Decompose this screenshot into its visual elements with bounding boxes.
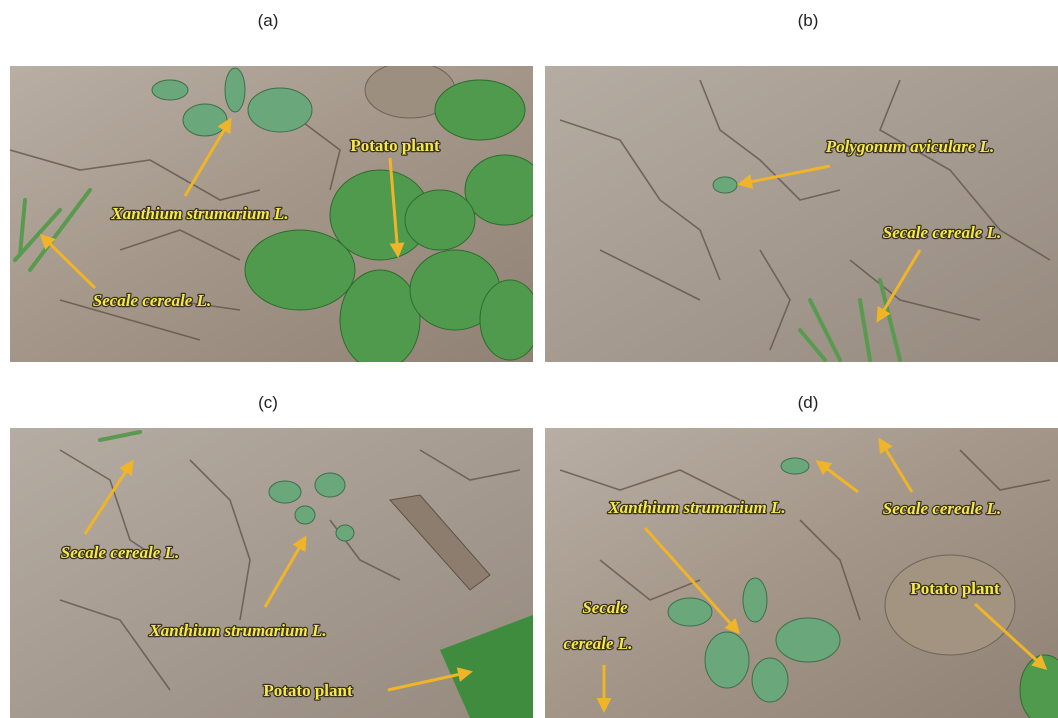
panel-label: (a) (258, 11, 279, 30)
annotation: Xanthium strumarium L. (607, 498, 785, 517)
panel-label: (c) (258, 393, 278, 412)
annotation: Xanthium strumarium L. (148, 621, 326, 640)
figure: (a) (b) (c) (d) (0, 0, 1058, 718)
annotation: Polygonum aviculare L. (825, 137, 995, 156)
annotation: Secale cereale L. (61, 543, 179, 562)
annotation: Secale (582, 598, 628, 617)
annotation: Potato plant (350, 136, 440, 155)
panel-label: (b) (798, 11, 819, 30)
annotation: Xanthium strumarium L. (110, 204, 288, 223)
annotation: Secale cereale L. (883, 223, 1001, 242)
annotation: cereale L. (564, 634, 633, 653)
annotation: Secale cereale L. (883, 499, 1001, 518)
photo (545, 66, 1058, 362)
annotation: Potato plant (263, 681, 353, 700)
annotation: Secale cereale L. (93, 291, 211, 310)
panel-label: (d) (798, 393, 819, 412)
photo (545, 428, 1058, 718)
annotation: Potato plant (910, 579, 1000, 598)
page: {"panels": [ {"label": "(a)", "annotatio… (0, 0, 1058, 718)
